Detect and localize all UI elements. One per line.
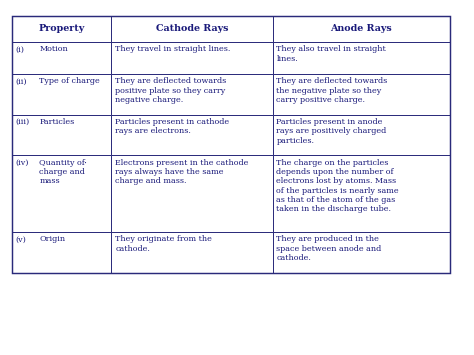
Text: Cathode Rays: Cathode Rays (156, 24, 228, 33)
Bar (273, 115, 450, 155)
Text: Particles present in anode
rays are positively charged
particles.: Particles present in anode rays are posi… (276, 118, 387, 144)
Text: They are deflected towards
the negative plate so they
carry positive charge.: They are deflected towards the negative … (276, 77, 388, 104)
Text: Origin: Origin (39, 235, 65, 244)
Bar (273, 16, 450, 42)
Bar (273, 42, 450, 74)
Text: Property: Property (38, 24, 85, 33)
Bar (12, 42, 111, 74)
Bar (111, 155, 273, 232)
Text: They originate from the
cathode.: They originate from the cathode. (115, 235, 212, 252)
Bar (12, 16, 450, 273)
Text: Particles present in cathode
rays are electrons.: Particles present in cathode rays are el… (115, 118, 229, 135)
Text: (iii): (iii) (16, 118, 30, 126)
Bar (111, 16, 273, 42)
Text: Motion: Motion (39, 45, 68, 54)
Text: The charge on the particles
depends upon the number of
electrons lost by atoms. : The charge on the particles depends upon… (276, 159, 399, 213)
Text: They are produced in the
space between anode and
cathode.: They are produced in the space between a… (276, 235, 382, 262)
Bar (12, 74, 111, 115)
Text: Type of charge: Type of charge (39, 77, 100, 86)
Bar (273, 232, 450, 273)
Text: Quantity of
charge and
mass: Quantity of charge and mass (39, 159, 85, 185)
Text: (ii): (ii) (16, 77, 27, 86)
Text: They travel in straight lines.: They travel in straight lines. (115, 45, 230, 54)
Text: They are deflected towards
positive plate so they carry
negative charge.: They are deflected towards positive plat… (115, 77, 227, 104)
Bar (12, 155, 111, 232)
Text: (iv): (iv) (16, 159, 29, 167)
Bar (12, 115, 111, 155)
Bar (12, 232, 111, 273)
Text: (i): (i) (16, 45, 25, 54)
Bar (111, 42, 273, 74)
Bar (273, 155, 450, 232)
Text: ·: · (83, 159, 86, 168)
Text: They also travel in straight
lines.: They also travel in straight lines. (276, 45, 386, 62)
Bar (111, 115, 273, 155)
Bar (273, 74, 450, 115)
Text: Particles: Particles (39, 118, 74, 126)
Text: (v): (v) (16, 235, 27, 244)
Bar (111, 74, 273, 115)
Bar (111, 232, 273, 273)
Text: Electrons present in the cathode
rays always have the same
charge and mass.: Electrons present in the cathode rays al… (115, 159, 248, 185)
Text: Anode Rays: Anode Rays (330, 24, 392, 33)
Bar (12, 16, 111, 42)
